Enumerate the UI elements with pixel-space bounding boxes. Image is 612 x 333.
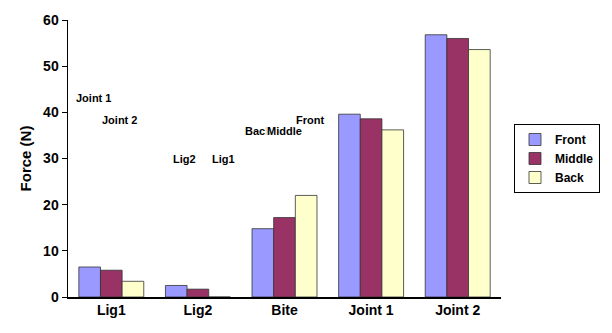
svg-text:Force (N): Force (N): [17, 126, 34, 192]
svg-text:Lig1: Lig1: [97, 302, 126, 318]
svg-text:Middle: Middle: [555, 152, 593, 166]
svg-text:Front: Front: [296, 114, 324, 126]
svg-text:10: 10: [43, 243, 59, 259]
svg-text:60: 60: [43, 12, 59, 28]
svg-text:Back: Back: [555, 171, 584, 185]
svg-text:0: 0: [51, 289, 59, 305]
svg-text:Back: Back: [245, 125, 272, 137]
svg-text:Joint 2: Joint 2: [102, 114, 137, 126]
svg-text:40: 40: [43, 104, 59, 120]
svg-text:50: 50: [43, 58, 59, 74]
svg-text:Joint 2: Joint 2: [435, 302, 480, 318]
svg-text:30: 30: [43, 150, 59, 166]
svg-text:Lig2: Lig2: [184, 302, 213, 318]
svg-text:Bite: Bite: [271, 302, 298, 318]
svg-text:Joint 1: Joint 1: [349, 302, 394, 318]
svg-text:Middle: Middle: [267, 125, 302, 137]
svg-text:Lig2: Lig2: [173, 153, 196, 165]
svg-text:Lig1: Lig1: [212, 153, 235, 165]
svg-text:Joint 1: Joint 1: [76, 92, 111, 104]
svg-text:20: 20: [43, 197, 59, 213]
svg-text:Front: Front: [555, 133, 586, 147]
